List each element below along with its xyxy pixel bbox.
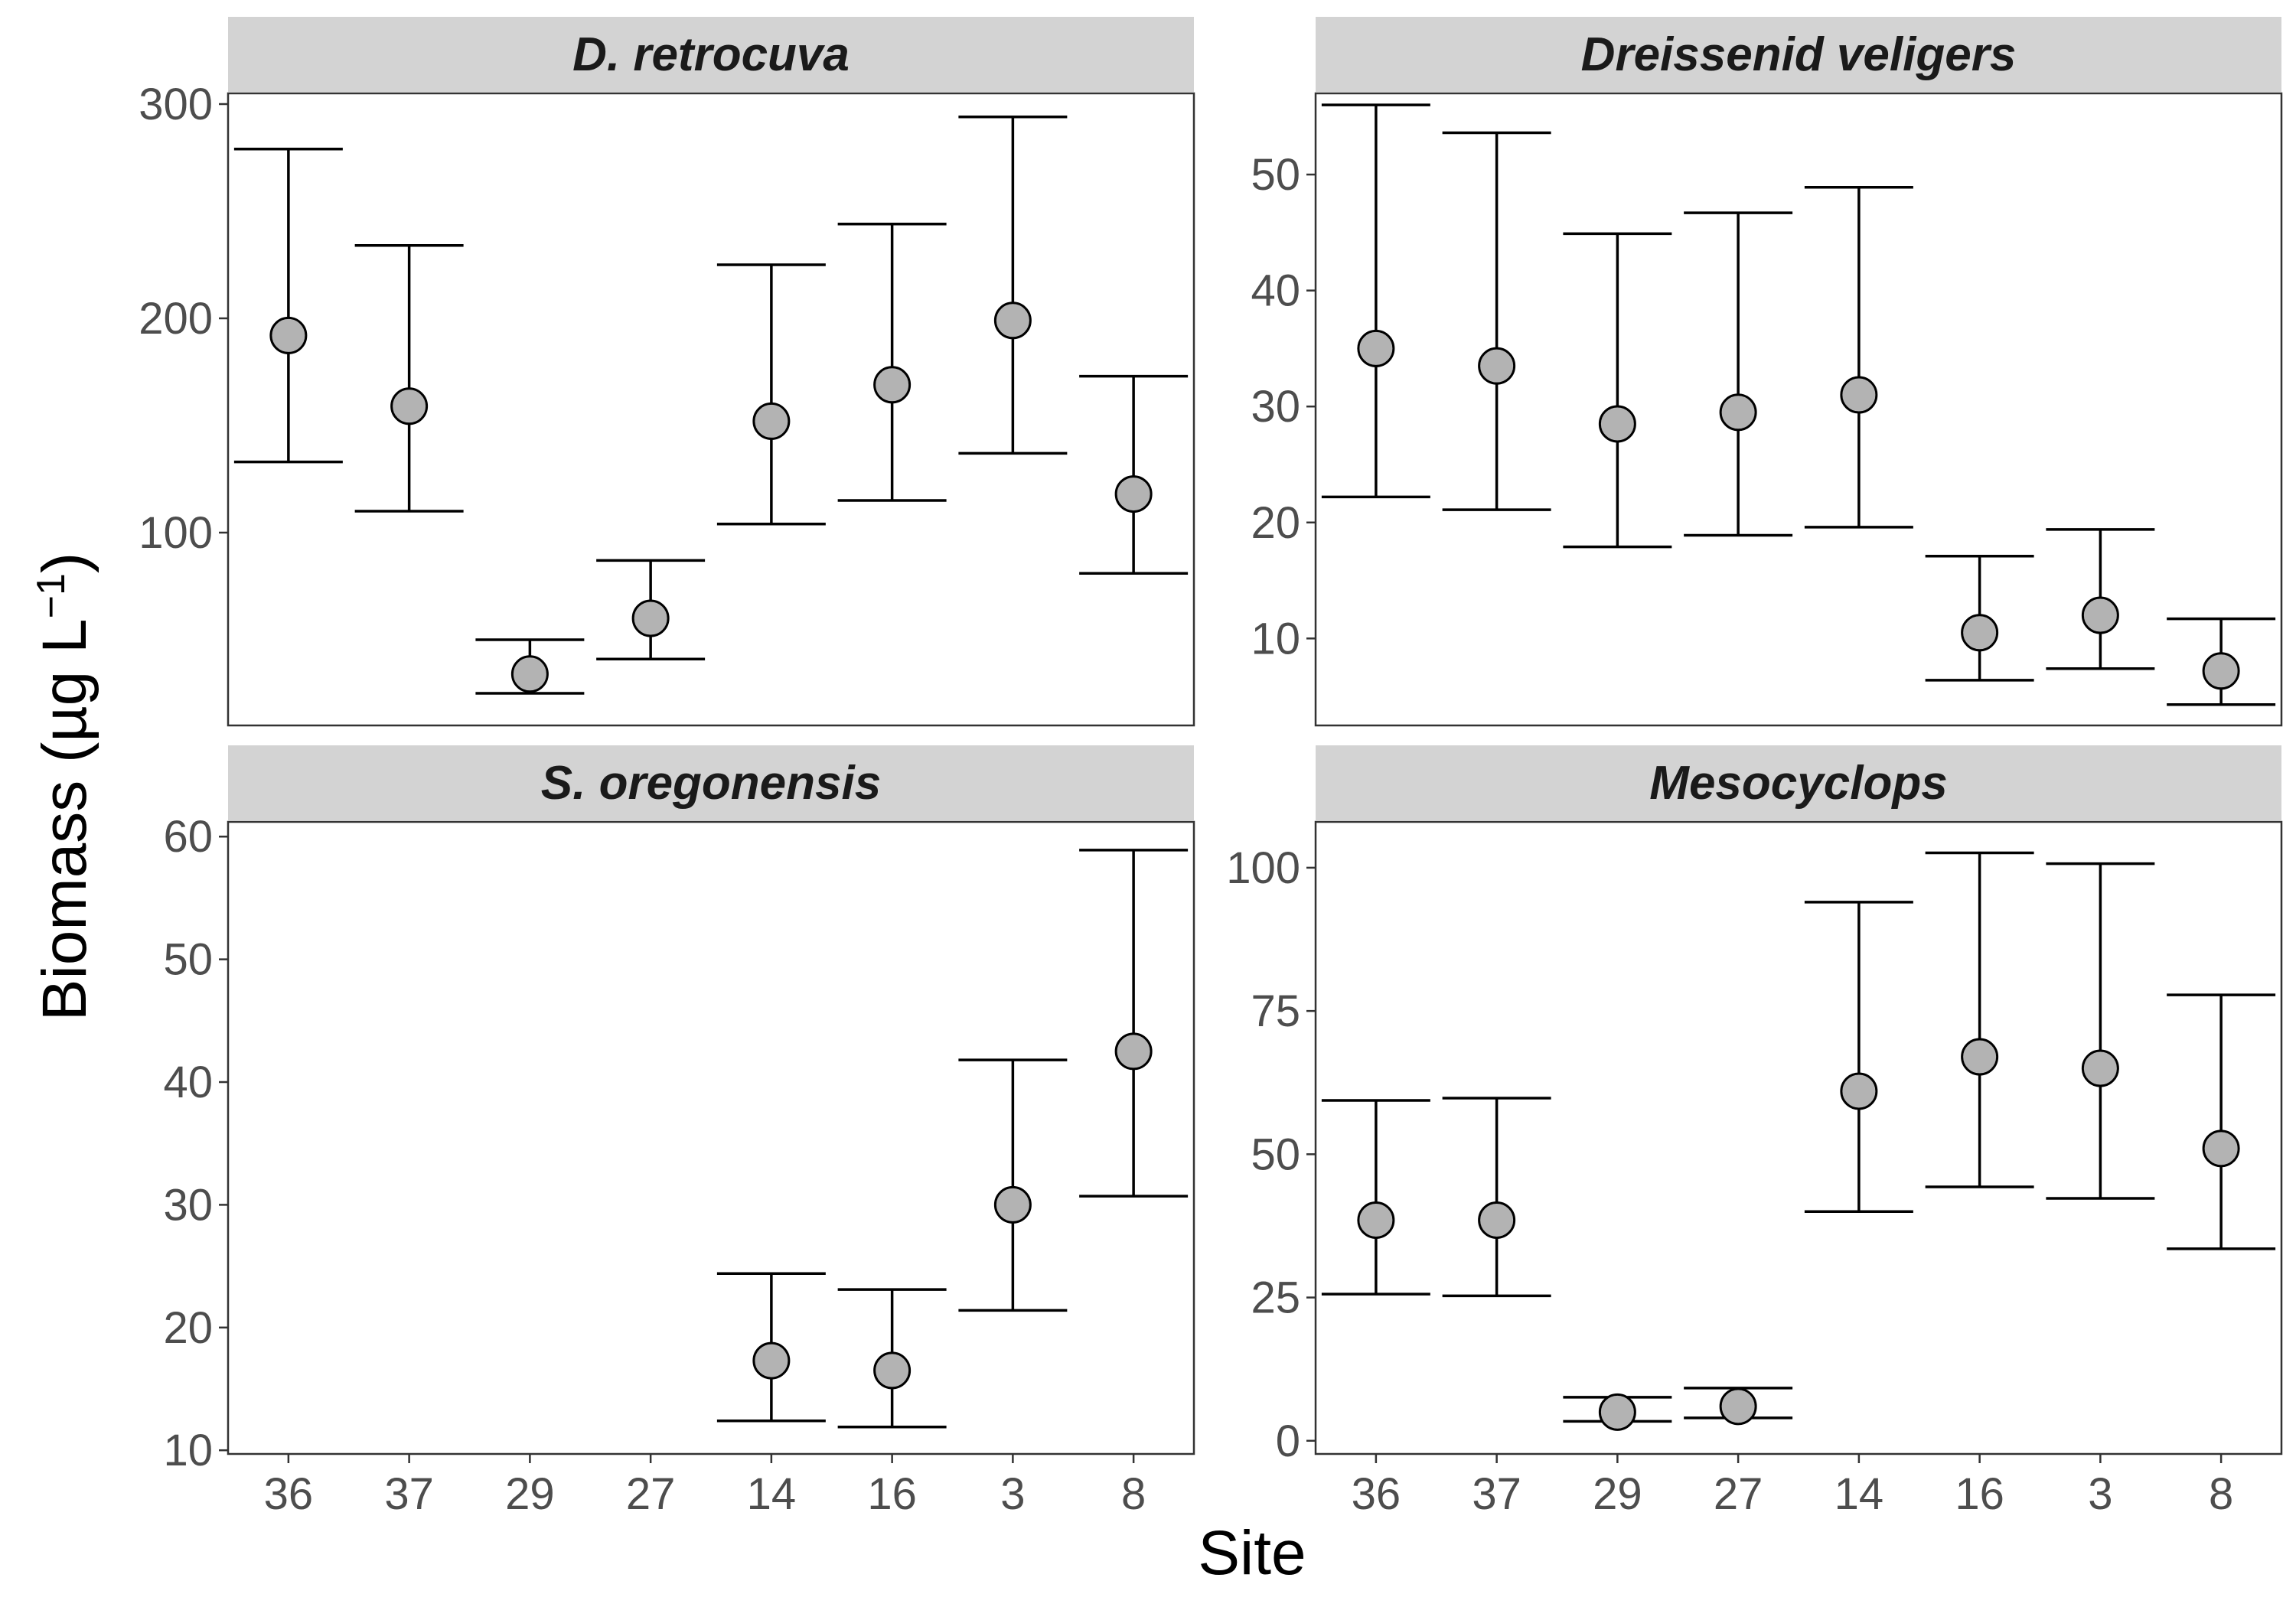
panel-3: S. oregonensis 10 20 30 40 50 60 36 37 29 27 14 16 3 8 bbox=[163, 745, 1195, 1519]
x-tick-label: 3 bbox=[1000, 1469, 1025, 1519]
mean-point-3 bbox=[2081, 596, 2119, 634]
y-tick-label: 50 bbox=[1251, 150, 1300, 200]
mean-point-8 bbox=[1114, 1032, 1153, 1071]
panel-title: Mesocyclops bbox=[1649, 757, 1947, 810]
y-tick-label: 100 bbox=[139, 508, 213, 558]
mean-point-16 bbox=[1961, 1038, 1999, 1076]
mean-point-8 bbox=[2202, 1129, 2240, 1168]
mean-point-29 bbox=[1598, 405, 1636, 443]
y-tick-label: 10 bbox=[1251, 614, 1300, 663]
mean-point-37 bbox=[1478, 1201, 1516, 1239]
panel-title: S. oregonensis bbox=[541, 757, 881, 810]
x-tick-label: 14 bbox=[1835, 1469, 1884, 1519]
y-tick-label: 200 bbox=[139, 294, 213, 344]
y-tick-label: 50 bbox=[163, 935, 213, 985]
mean-point-14 bbox=[752, 402, 791, 440]
mean-point-8 bbox=[1114, 475, 1153, 513]
panel-strip bbox=[1316, 17, 2281, 92]
mean-point-37 bbox=[390, 387, 429, 425]
mean-point-3 bbox=[993, 1185, 1032, 1224]
y-tick-label: 50 bbox=[1251, 1129, 1300, 1179]
x-tick-label: 37 bbox=[384, 1469, 434, 1519]
y-tick-label: 30 bbox=[1251, 382, 1300, 432]
x-tick-label: 3 bbox=[2088, 1469, 2112, 1519]
mean-point-14 bbox=[1840, 376, 1878, 414]
panel-border bbox=[227, 820, 1195, 1455]
y-tick-label: 20 bbox=[1251, 498, 1300, 548]
panel-strip bbox=[228, 17, 1194, 92]
panel-title: Dreissenid veligers bbox=[1581, 28, 2017, 81]
mean-point-27 bbox=[631, 599, 670, 637]
y-tick-label: 0 bbox=[1276, 1416, 1300, 1466]
y-tick-label: 300 bbox=[139, 80, 213, 129]
panel-strip bbox=[228, 745, 1194, 820]
y-axis-title-superscript: −1 bbox=[29, 573, 73, 618]
panel-border bbox=[1314, 92, 2283, 727]
panel-4: Mesocyclops 0 25 50 75 100 36 37 29 27 14 16 3 8 bbox=[1226, 745, 2283, 1519]
panel-title: D. retrocuva bbox=[572, 28, 850, 81]
x-tick-label: 8 bbox=[1121, 1469, 1146, 1519]
mean-point-3 bbox=[993, 302, 1032, 340]
x-tick-label: 8 bbox=[2209, 1469, 2233, 1519]
y-tick-label: 20 bbox=[163, 1303, 213, 1353]
x-tick-label: 36 bbox=[1352, 1469, 1401, 1519]
x-tick-label: 14 bbox=[747, 1469, 797, 1519]
y-axis-title: Biomass (µg L−1) bbox=[29, 553, 99, 1021]
y-tick-label: 10 bbox=[163, 1426, 213, 1475]
mean-point-36 bbox=[1357, 329, 1395, 367]
mean-point-27 bbox=[1719, 393, 1757, 432]
mean-point-3 bbox=[2081, 1049, 2119, 1087]
mean-point-14 bbox=[752, 1341, 791, 1380]
y-tick-label: 40 bbox=[163, 1058, 213, 1107]
mean-point-29 bbox=[1598, 1393, 1636, 1431]
mean-point-14 bbox=[1840, 1072, 1878, 1110]
mean-point-16 bbox=[1961, 614, 1999, 652]
mean-point-16 bbox=[873, 366, 912, 404]
y-tick-label: 25 bbox=[1251, 1273, 1300, 1323]
x-tick-label: 37 bbox=[1472, 1469, 1521, 1519]
panel-border bbox=[227, 92, 1195, 727]
x-tick-label: 29 bbox=[1593, 1469, 1642, 1519]
mean-point-36 bbox=[1357, 1201, 1395, 1239]
mean-point-37 bbox=[1478, 347, 1516, 385]
panel-strip bbox=[1316, 745, 2281, 820]
mean-point-27 bbox=[1719, 1387, 1757, 1426]
mean-point-8 bbox=[2202, 652, 2240, 690]
mean-point-36 bbox=[269, 316, 308, 354]
x-tick-label: 16 bbox=[867, 1469, 917, 1519]
y-tick-label: 30 bbox=[163, 1180, 213, 1230]
x-tick-label: 36 bbox=[264, 1469, 314, 1519]
mean-point-16 bbox=[873, 1351, 912, 1390]
x-axis-title: Site bbox=[1198, 1518, 1306, 1588]
x-tick-label: 16 bbox=[1955, 1469, 2004, 1519]
x-tick-label: 29 bbox=[505, 1469, 555, 1519]
y-axis-title-main: Biomass (µg L bbox=[30, 618, 99, 1021]
y-axis-title-close: ) bbox=[30, 553, 99, 573]
panel-1: D. retrocuva 100 200 300 bbox=[139, 17, 1195, 727]
panel-2: Dreissenid veligers 10 20 30 40 50 bbox=[1251, 17, 2283, 727]
panel-border bbox=[1314, 820, 2283, 1455]
x-tick-label: 27 bbox=[626, 1469, 676, 1519]
y-tick-label: 100 bbox=[1226, 843, 1300, 893]
y-tick-label: 60 bbox=[163, 812, 213, 862]
x-tick-label: 27 bbox=[1714, 1469, 1763, 1519]
mean-point-29 bbox=[510, 655, 549, 693]
y-tick-label: 40 bbox=[1251, 266, 1300, 316]
y-tick-label: 75 bbox=[1251, 986, 1300, 1036]
